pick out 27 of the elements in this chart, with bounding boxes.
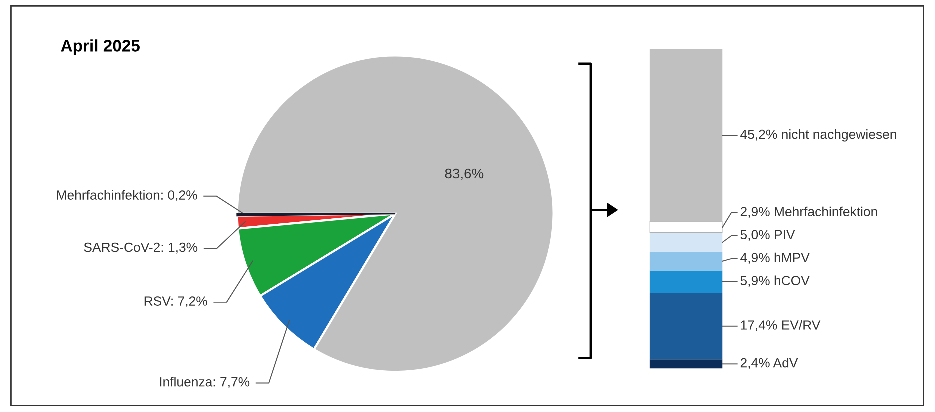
chart-title: April 2025 bbox=[61, 40, 140, 56]
text: AdV bbox=[773, 358, 798, 368]
data-label: 2,4% bbox=[740, 358, 770, 370]
data-label: 4,9% bbox=[740, 253, 770, 264]
data-label: 2,9% bbox=[740, 207, 770, 218]
text: EV/RV bbox=[782, 320, 821, 330]
data-label: 17,4% bbox=[741, 320, 778, 332]
text: hCOV bbox=[774, 276, 810, 286]
text: Mehrfachinfektion bbox=[775, 206, 878, 217]
bar bbox=[650, 252, 723, 271]
slice-label: SARS-CoV-2: 1,3% bbox=[84, 242, 198, 254]
text: hMPV bbox=[774, 252, 810, 262]
slice-label: RSV: 7,2% bbox=[144, 296, 208, 308]
slice-label: Mehrfachinfektion: 0,2% bbox=[57, 190, 198, 202]
data-label: 5,9% bbox=[740, 276, 770, 288]
bar bbox=[650, 293, 723, 360]
data-label: 83,6% bbox=[445, 168, 484, 180]
bar bbox=[650, 49, 723, 222]
bar bbox=[650, 221, 723, 234]
text: nicht nachgewiesen bbox=[782, 130, 896, 142]
bar bbox=[650, 270, 723, 294]
slice-label: Influenza: 7,7% bbox=[160, 377, 250, 388]
bar bbox=[650, 360, 723, 369]
data-label: 5,0% bbox=[740, 230, 770, 242]
bar bbox=[650, 232, 723, 252]
data-label: 45,2% bbox=[740, 130, 778, 141]
text: PIV bbox=[775, 230, 796, 240]
